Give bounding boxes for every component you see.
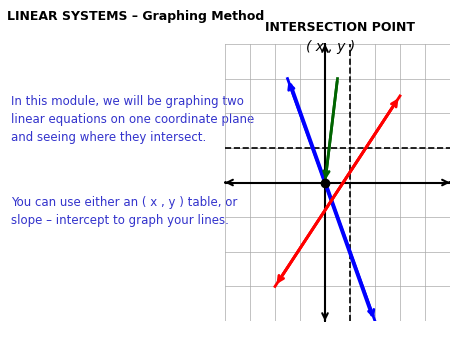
Text: You can use either an ( x , y ) table, or
slope – intercept to graph your lines.: You can use either an ( x , y ) table, o… <box>11 196 238 227</box>
Text: INTERSECTION POINT: INTERSECTION POINT <box>265 21 415 33</box>
Text: ( x , y ): ( x , y ) <box>306 40 356 54</box>
Text: In this module, we will be graphing two
linear equations on one coordinate plane: In this module, we will be graphing two … <box>11 95 255 144</box>
Text: LINEAR SYSTEMS – Graphing Method: LINEAR SYSTEMS – Graphing Method <box>7 10 264 23</box>
